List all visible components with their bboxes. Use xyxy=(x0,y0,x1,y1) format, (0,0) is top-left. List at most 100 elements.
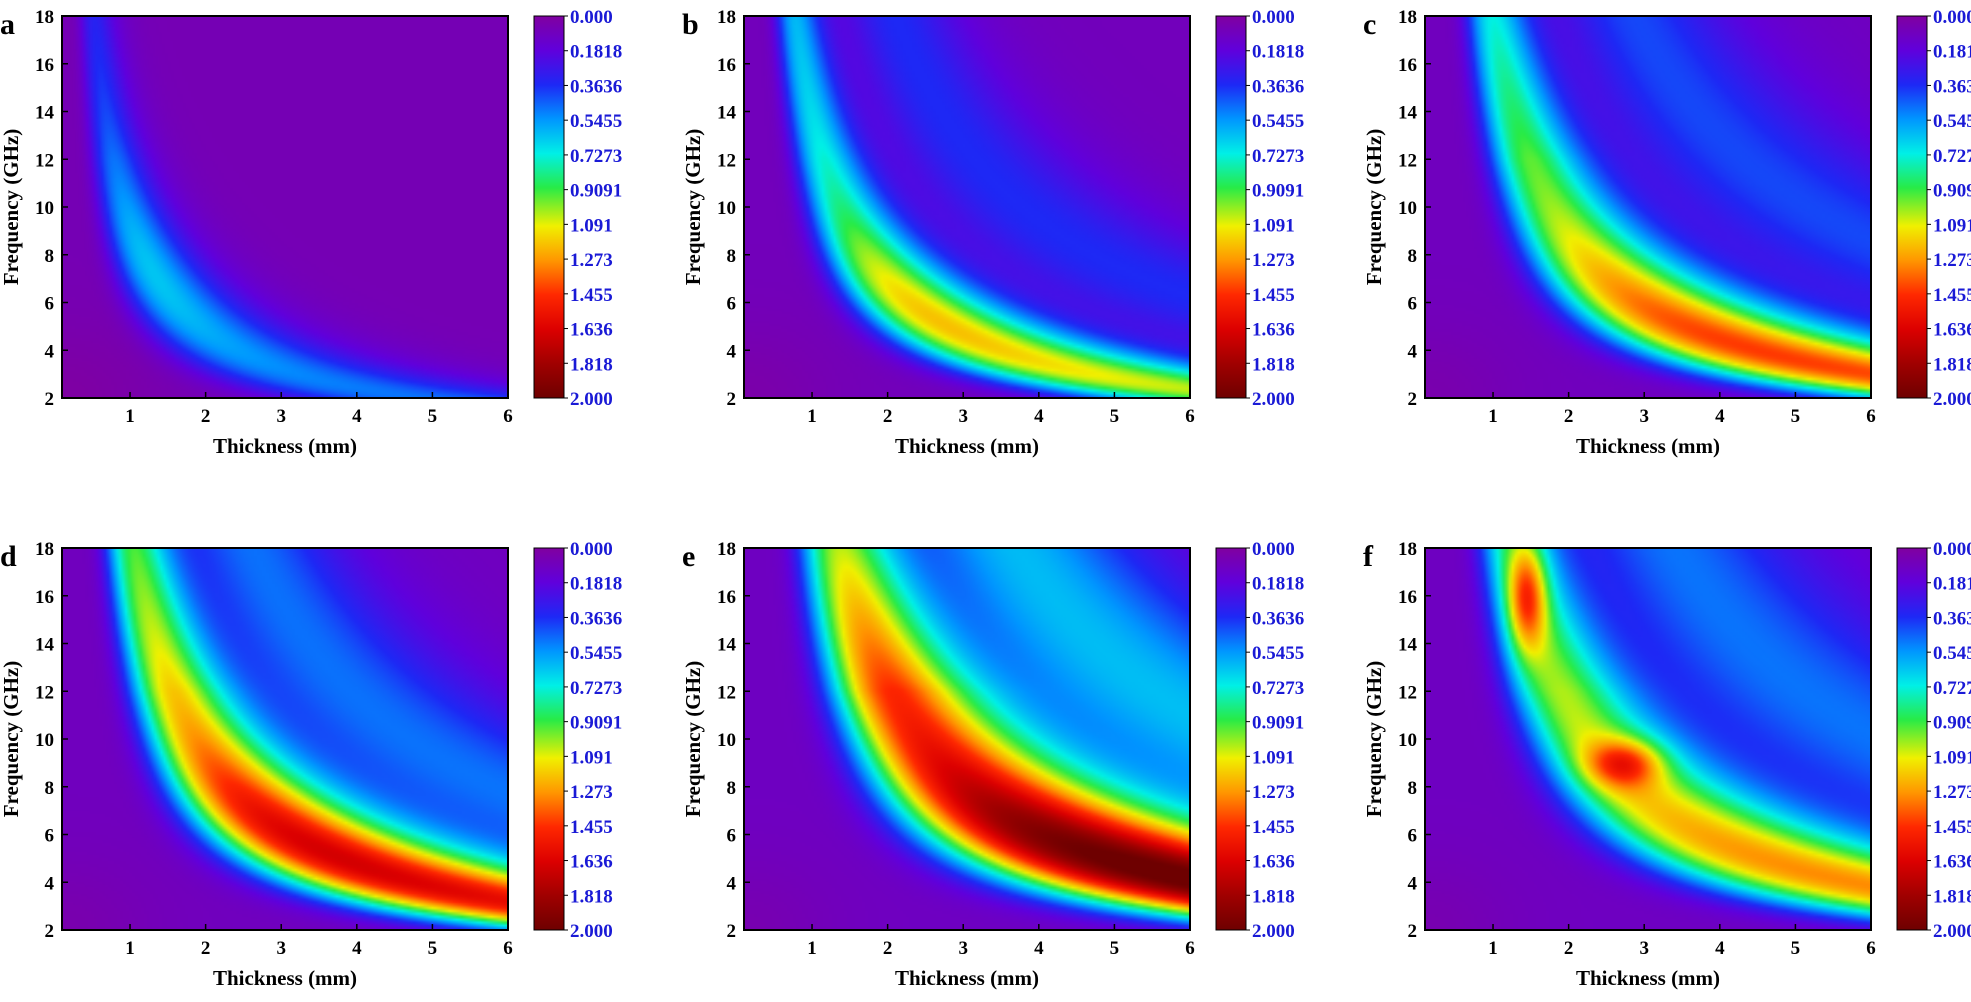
x-tick-label: 3 xyxy=(958,406,968,427)
colorbar-tick-label: 1.091 xyxy=(1252,215,1295,236)
colorbar xyxy=(533,547,565,931)
y-tick-label: 2 xyxy=(45,921,55,942)
panel-letter: e xyxy=(682,540,695,573)
colorbar-tick-label: 0.1818 xyxy=(570,574,622,595)
colorbar-tick-label: 0.9091 xyxy=(1933,713,1971,734)
colorbar-tick-label: 0.9091 xyxy=(570,713,622,734)
x-tick-label: 5 xyxy=(1110,406,1120,427)
y-tick-label: 8 xyxy=(727,778,737,799)
colorbar-tick-label: 0.9091 xyxy=(1933,181,1971,202)
panel-letter: c xyxy=(1363,8,1376,41)
x-tick-label: 1 xyxy=(807,406,817,427)
colorbar xyxy=(1896,15,1928,399)
colorbar-tick-label: 1.636 xyxy=(570,852,613,873)
x-tick-label: 3 xyxy=(958,938,968,959)
y-tick-label: 16 xyxy=(1398,587,1417,608)
y-tick-label: 12 xyxy=(717,682,736,703)
y-tick-label: 2 xyxy=(45,389,55,410)
x-tick-label: 1 xyxy=(807,938,817,959)
colorbar-tick-label: 1.636 xyxy=(570,320,613,341)
x-tick-label: 6 xyxy=(503,938,513,959)
x-tick-label: 3 xyxy=(1639,938,1649,959)
y-tick-label: 4 xyxy=(1408,341,1418,362)
colorbar-tick-label: 1.091 xyxy=(570,215,613,236)
y-tick-label: 6 xyxy=(45,826,55,847)
colorbar-tick-label: 0.7273 xyxy=(1933,146,1971,167)
x-tick-label: 6 xyxy=(1185,406,1195,427)
x-tick-label: 6 xyxy=(1866,406,1876,427)
y-tick-label: 14 xyxy=(1398,103,1418,124)
colorbar-tick-label: 0.1818 xyxy=(1252,574,1304,595)
x-tick-label: 1 xyxy=(1488,938,1498,959)
colorbar-tick-label: 1.636 xyxy=(1933,852,1971,873)
y-tick-label: 10 xyxy=(717,198,736,219)
colorbar-tick-label: 0.3636 xyxy=(570,608,622,629)
colorbar xyxy=(1215,547,1247,931)
y-tick-label: 8 xyxy=(1408,778,1418,799)
colorbar-tick-label: 1.273 xyxy=(570,782,613,803)
y-tick-label: 2 xyxy=(1408,389,1418,410)
colorbar-tick-label: 0.9091 xyxy=(1252,181,1304,202)
colorbar-tick-label: 0.3636 xyxy=(1252,608,1304,629)
colorbar-tick-label: 1.273 xyxy=(1933,782,1971,803)
x-tick-label: 6 xyxy=(1866,938,1876,959)
x-tick-label: 3 xyxy=(276,938,286,959)
colorbar-tick-label: 1.455 xyxy=(1252,817,1295,838)
x-tick-label: 2 xyxy=(1564,938,1574,959)
x-tick-label: 5 xyxy=(1791,938,1801,959)
heatmap-surface xyxy=(62,16,508,398)
colorbar-tick-label: 1.636 xyxy=(1252,852,1295,873)
y-tick-label: 6 xyxy=(727,294,737,315)
colorbar-tick-label: 0.5455 xyxy=(1933,643,1971,664)
x-tick-label: 5 xyxy=(428,406,438,427)
colorbar-tick-label: 2.000 xyxy=(570,389,613,410)
y-tick-label: 6 xyxy=(727,826,737,847)
colorbar-tick-label: 1.818 xyxy=(570,354,613,375)
x-tick-label: 1 xyxy=(1488,406,1498,427)
colorbar-tick-label: 1.091 xyxy=(1933,215,1971,236)
y-tick-label: 10 xyxy=(35,730,54,751)
colorbar-tick-label: 0.7273 xyxy=(1252,678,1304,699)
colorbar-tick-label: 0.1818 xyxy=(1933,42,1971,63)
y-tick-label: 8 xyxy=(727,246,737,267)
x-tick-label: 4 xyxy=(352,406,362,427)
colorbar-tick-label: 1.091 xyxy=(570,747,613,768)
colorbar-tick-label: 1.091 xyxy=(1933,747,1971,768)
y-axis-title: Frequency (GHz) xyxy=(681,129,705,286)
y-tick-label: 6 xyxy=(45,294,55,315)
colorbar xyxy=(1896,547,1928,931)
colorbar-tick-label: 0.3636 xyxy=(1252,76,1304,97)
y-tick-label: 14 xyxy=(717,103,737,124)
x-tick-label: 2 xyxy=(201,938,211,959)
y-tick-label: 10 xyxy=(717,730,736,751)
colorbar-tick-label: 1.091 xyxy=(1252,747,1295,768)
y-tick-label: 18 xyxy=(35,539,54,560)
colorbar-tick-label: 0.7273 xyxy=(1933,678,1971,699)
y-tick-label: 18 xyxy=(35,7,54,28)
y-tick-label: 12 xyxy=(35,150,54,171)
x-axis-title: Thickness (mm) xyxy=(895,966,1039,990)
y-tick-label: 16 xyxy=(717,55,736,76)
y-tick-label: 10 xyxy=(35,198,54,219)
colorbar-tick-label: 0.000 xyxy=(1252,7,1295,28)
colorbar-tick-label: 1.818 xyxy=(1933,354,1971,375)
colorbar xyxy=(533,15,565,399)
x-tick-label: 4 xyxy=(1034,406,1044,427)
colorbar-tick-label: 2.000 xyxy=(1933,389,1971,410)
colorbar-tick-label: 1.455 xyxy=(1933,817,1971,838)
y-tick-label: 2 xyxy=(727,389,737,410)
colorbar-tick-label: 0.9091 xyxy=(1252,713,1304,734)
y-tick-label: 16 xyxy=(35,55,54,76)
y-axis-title: Frequency (GHz) xyxy=(1362,661,1386,818)
colorbar-tick-label: 1.455 xyxy=(1933,285,1971,306)
x-tick-label: 4 xyxy=(352,938,362,959)
colorbar-tick-label: 0.5455 xyxy=(570,111,622,132)
x-axis-title: Thickness (mm) xyxy=(213,966,357,990)
y-tick-label: 6 xyxy=(1408,294,1418,315)
heatmap-surface xyxy=(1425,16,1871,398)
y-tick-label: 18 xyxy=(717,7,736,28)
x-tick-label: 5 xyxy=(1791,406,1801,427)
